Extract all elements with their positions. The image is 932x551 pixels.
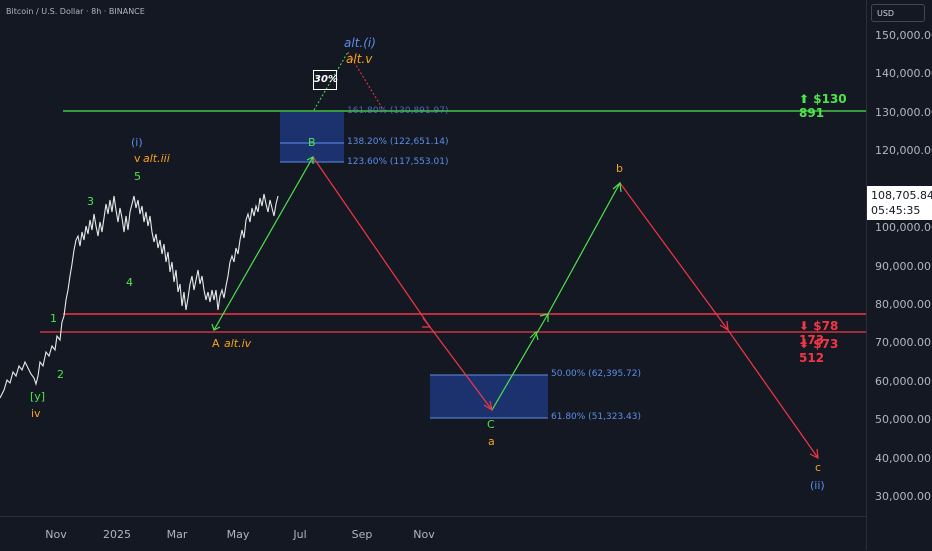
fib-extension-zone	[280, 112, 344, 162]
arrow-up-icon: ⬆	[799, 92, 810, 106]
level-value-top: $130 891	[799, 92, 847, 120]
wave-label-C: C	[487, 418, 495, 431]
time-tick: Jul	[293, 528, 307, 541]
fib-retracement-zone	[430, 375, 548, 418]
price-tick: 70,000.00	[875, 336, 931, 349]
symbol-title: Bitcoin / U.S. Dollar · 8h · BINANCE	[6, 7, 145, 16]
chart-plot-area[interactable]: Bitcoin / U.S. Dollar · 8h · BINANCE [y]…	[0, 0, 866, 516]
projection-b-to-c-part2	[727, 329, 819, 459]
arrowhead-b	[612, 181, 622, 193]
time-tick: Nov	[45, 528, 67, 541]
wave-label-iv: iv	[31, 407, 41, 420]
price-tick: 140,000.00	[875, 67, 932, 80]
arrowhead-c	[809, 448, 819, 460]
level-value-low: $73 512	[799, 337, 839, 365]
alt-projection-up	[313, 51, 349, 111]
projection-A-to-B	[213, 156, 314, 331]
current-price-badge: 108,705.84 05:45:35	[867, 186, 932, 220]
projection-C-to-b-part2	[547, 182, 621, 315]
projection-b-to-c-part1	[619, 182, 729, 331]
wave-label-A: A	[212, 337, 220, 350]
time-tick: Nov	[413, 528, 435, 541]
projection-B-to-C-part2	[429, 326, 493, 411]
wave-label-1: 1	[50, 312, 57, 325]
fib-label-1236: 123.60% (117,553.01)	[347, 157, 449, 167]
candle-countdown: 05:45:35	[871, 204, 921, 217]
price-tick: 60,000.00	[875, 375, 931, 388]
time-tick: May	[226, 528, 250, 541]
wave-label-v: v	[134, 152, 141, 165]
level-label-73512: ⬇ $73 512	[799, 337, 866, 365]
arrowhead-green-1	[539, 313, 549, 322]
wave-label-c: c	[815, 461, 822, 474]
label-alt-i: alt.(i)	[344, 36, 376, 50]
wave-label-4: 4	[126, 276, 133, 289]
arrowhead-red-2	[719, 320, 729, 332]
fib-label-1382: 138.20% (122,651.14)	[347, 137, 449, 147]
wave-label-i: (i)	[131, 136, 143, 149]
price-tick: 90,000.00	[875, 260, 931, 273]
label-alt-iv: alt.iv	[224, 337, 252, 350]
probability-badge: 30%	[313, 70, 338, 90]
arrow-down-icon: ⬇	[799, 337, 810, 351]
price-tick: 150,000.00	[875, 29, 932, 42]
time-tick: Mar	[166, 528, 188, 541]
arrowhead-A	[211, 323, 221, 331]
price-tick: 130,000.00	[875, 106, 932, 119]
price-tick: 30,000.00	[875, 490, 931, 503]
currency-button[interactable]: USD	[871, 4, 925, 22]
alt-projection-down	[347, 51, 385, 112]
wave-label-a: a	[488, 435, 495, 448]
projection-B-to-C-part1	[312, 156, 431, 328]
time-tick: 2025	[103, 528, 131, 541]
arrowhead-B	[306, 156, 314, 164]
arrowhead-green-mid	[529, 330, 539, 341]
wave-label-b: b	[616, 162, 623, 175]
wave-label-3: 3	[87, 195, 94, 208]
projection-C-to-b-part1	[491, 313, 549, 411]
time-tick: Sep	[351, 528, 373, 541]
level-label-130891: ⬆ $130 891	[799, 92, 866, 120]
price-tick: 40,000.00	[875, 452, 931, 465]
wave-label-B: B	[308, 136, 316, 149]
price-axis[interactable]: USD 150,000.00 140,000.00 130,000.00 120…	[866, 0, 932, 550]
fib-label-618: 61.80% (51,323.43)	[551, 412, 642, 422]
current-price: 108,705.84	[871, 189, 932, 202]
label-alt-v: alt.v	[346, 52, 373, 66]
price-tick: 120,000.00	[875, 144, 932, 157]
arrowhead-red-1	[422, 317, 432, 328]
wave-label-2: 2	[57, 368, 64, 381]
price-series	[0, 193, 279, 399]
wave-label-y: [y]	[30, 390, 46, 403]
level-label-78173: ⬇ $78 173	[799, 319, 866, 347]
arrow-down-icon: ⬇	[799, 319, 810, 333]
wave-label-5: 5	[134, 170, 141, 183]
level-value-mid: $78 173	[799, 319, 839, 347]
price-tick: 100,000.00	[875, 221, 932, 234]
chart-canvas[interactable]	[0, 0, 866, 516]
wave-label-ii: (ii)	[810, 479, 825, 492]
price-tick: 80,000.00	[875, 298, 931, 311]
price-tick: 50,000.00	[875, 413, 931, 426]
fib-label-50: 50.00% (62,395.72)	[551, 369, 642, 379]
arrowhead-C	[483, 400, 493, 412]
label-alt-iii: alt.iii	[143, 152, 170, 165]
time-axis[interactable]: Nov 2025 Mar May Jul Sep Nov	[0, 516, 866, 551]
fib-label-1618: 161.80% (130,891.97)	[347, 106, 449, 116]
